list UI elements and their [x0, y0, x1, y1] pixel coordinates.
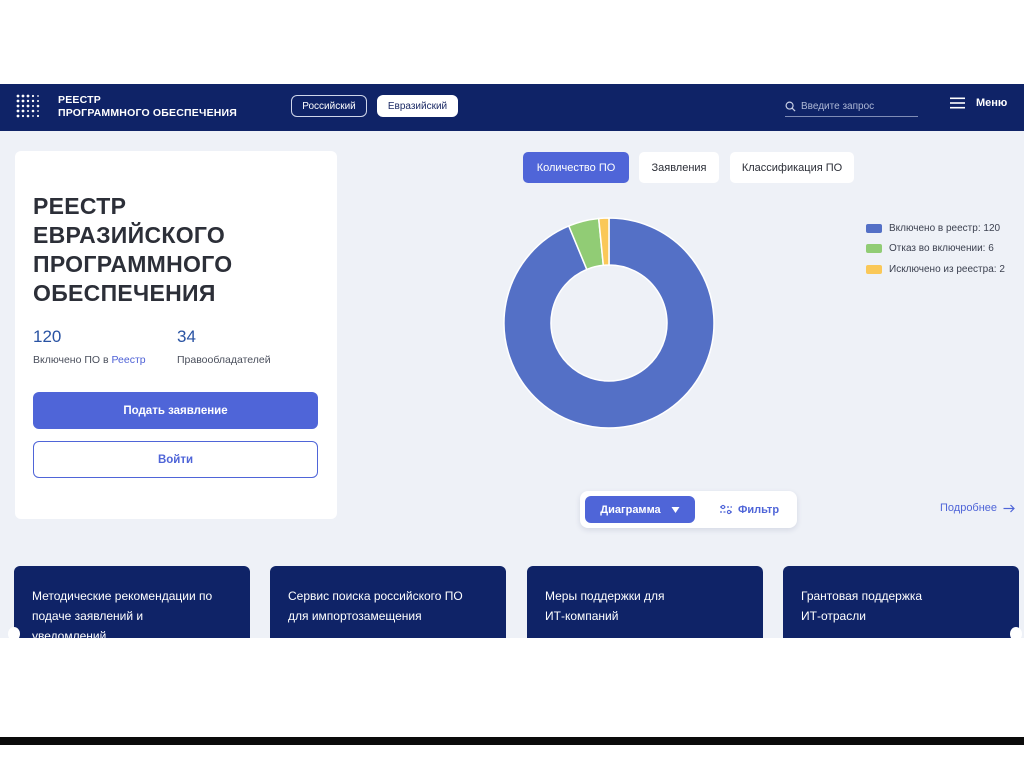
- logo-line-2: ПРОГРАММНОГО ОБЕСПЕЧЕНИЯ: [58, 107, 238, 119]
- tab-software-count[interactable]: Количество ПО: [523, 152, 629, 183]
- eurasian-registry-button[interactable]: Евразийский: [377, 95, 458, 117]
- legend-swatch: [866, 264, 882, 274]
- legend-swatch: [866, 223, 882, 233]
- stat-rightholders: 34 Правообладателей: [177, 327, 271, 366]
- title-line: РЕЕСТР: [33, 193, 127, 219]
- filter-label: Фильтр: [738, 503, 780, 516]
- donut-slice-3[interactable]: [597, 217, 610, 267]
- slide-foot: [0, 745, 1024, 767]
- title-line: ОБЕСПЕЧЕНИЯ: [33, 280, 216, 306]
- logo-text[interactable]: РЕЕСТР ПРОГРАММНОГО ОБЕСПЕЧЕНИЯ: [58, 94, 237, 120]
- menu-button[interactable]: Меню: [950, 97, 1007, 109]
- info-card-guidelines[interactable]: Методические рекомендации по подаче заяв…: [14, 566, 250, 638]
- donut-slice-1[interactable]: [503, 217, 715, 429]
- legend-label: Включено в реестр: 120: [889, 222, 1001, 234]
- slide-bottom-margin: [0, 638, 1024, 737]
- top-navbar: РЕЕСТР ПРОГРАММНОГО ОБЕСПЕЧЕНИЯ Российск…: [0, 84, 1024, 131]
- info-card-line: Сервис поиска российского ПО: [288, 589, 463, 603]
- tab-classification[interactable]: Классификация ПО: [730, 152, 854, 183]
- search-icon: [785, 101, 796, 112]
- title-line: ЕВРАЗИЙСКОГО: [33, 222, 226, 248]
- stat-value: 34: [177, 327, 196, 346]
- slide-bottom-bar: [0, 737, 1024, 745]
- info-card-line: Меры поддержки для: [545, 589, 665, 603]
- stat-label: Правообладателей: [177, 354, 271, 366]
- logo-icon: [16, 94, 40, 118]
- diagram-view-button[interactable]: Диаграмма: [585, 496, 695, 523]
- carousel-prev-handle[interactable]: [8, 627, 20, 638]
- info-card-text: Грантовая поддержка ИТ-отрасли: [801, 586, 922, 626]
- info-card-it-support[interactable]: Меры поддержки для ИТ-компаний: [527, 566, 763, 638]
- legend-label: Исключено из реестра: 2: [889, 263, 1005, 275]
- login-button[interactable]: Войти: [33, 441, 318, 478]
- registry-summary-card: РЕЕСТР ЕВРАЗИЙСКОГО ПРОГРАММНОГО ОБЕСПЕЧ…: [15, 151, 337, 519]
- info-card-line: ИТ-отрасли: [801, 609, 866, 623]
- filter-button[interactable]: Фильтр: [720, 496, 779, 523]
- title-line: ПРОГРАММНОГО: [33, 251, 233, 277]
- legend-label: Отказ во включении: 6: [889, 243, 994, 255]
- chart-legend: Включено в реестр: 120 Отказ во включении…: [866, 218, 1005, 280]
- view-controls: Диаграмма Фильтр: [580, 491, 797, 528]
- submit-application-button[interactable]: Подать заявление: [33, 392, 318, 429]
- info-card-grants[interactable]: Грантовая поддержка ИТ-отрасли: [783, 566, 1019, 638]
- legend-item[interactable]: Исключено из реестра: 2: [866, 259, 1005, 280]
- tab-applications[interactable]: Заявления: [639, 152, 719, 183]
- info-card-line: Грантовая поддержка: [801, 589, 923, 603]
- info-card-line: для импортозамещения: [288, 609, 422, 623]
- legend-swatch: [866, 244, 882, 254]
- logo-line-1: РЕЕСТР: [58, 94, 101, 106]
- registry-link[interactable]: Реестр: [111, 354, 146, 366]
- russian-registry-button[interactable]: Российский: [291, 95, 367, 117]
- legend-item[interactable]: Отказ во включении: 6: [866, 239, 1005, 260]
- hamburger-icon: [950, 97, 965, 109]
- arrow-right-icon: [1003, 504, 1015, 512]
- stat-included-software: 120 Включено ПО в Реестр: [33, 327, 146, 366]
- chevron-down-icon: [671, 506, 680, 513]
- stat-label-text: Включено ПО в: [33, 354, 112, 366]
- info-card-line: уведомлений: [32, 629, 107, 638]
- more-label: Подробнее: [940, 502, 998, 514]
- slide-top-margin: [0, 0, 1024, 84]
- stat-value: 120: [33, 327, 62, 346]
- info-card-text: Меры поддержки для ИТ-компаний: [545, 586, 665, 626]
- search-input[interactable]: [801, 101, 911, 112]
- menu-label: Меню: [976, 97, 1008, 109]
- info-card-software-search[interactable]: Сервис поиска российского ПО для импорто…: [270, 566, 506, 638]
- diagram-label: Диаграмма: [600, 503, 661, 516]
- info-card-line: подаче заявлений и: [32, 609, 144, 623]
- search-box: [785, 97, 918, 117]
- info-card-line: ИТ-компаний: [545, 609, 619, 623]
- app-screen: РЕЕСТР ПРОГРАММНОГО ОБЕСПЕЧЕНИЯ Российск…: [0, 84, 1024, 638]
- more-link[interactable]: Подробнее: [940, 502, 1015, 514]
- stat-label: Включено ПО в Реестр: [33, 354, 146, 366]
- donut-chart: [503, 217, 715, 429]
- info-card-text: Сервис поиска российского ПО для импорто…: [288, 586, 463, 626]
- info-card-line: Методические рекомендации по: [32, 589, 213, 603]
- legend-item[interactable]: Включено в реестр: 120: [866, 218, 1005, 239]
- page-title: РЕЕСТР ЕВРАЗИЙСКОГО ПРОГРАММНОГО ОБЕСПЕЧ…: [33, 192, 232, 308]
- info-card-text: Методические рекомендации по подаче заяв…: [32, 586, 212, 638]
- carousel-next-handle[interactable]: [1010, 627, 1022, 638]
- filter-icon: [720, 504, 732, 515]
